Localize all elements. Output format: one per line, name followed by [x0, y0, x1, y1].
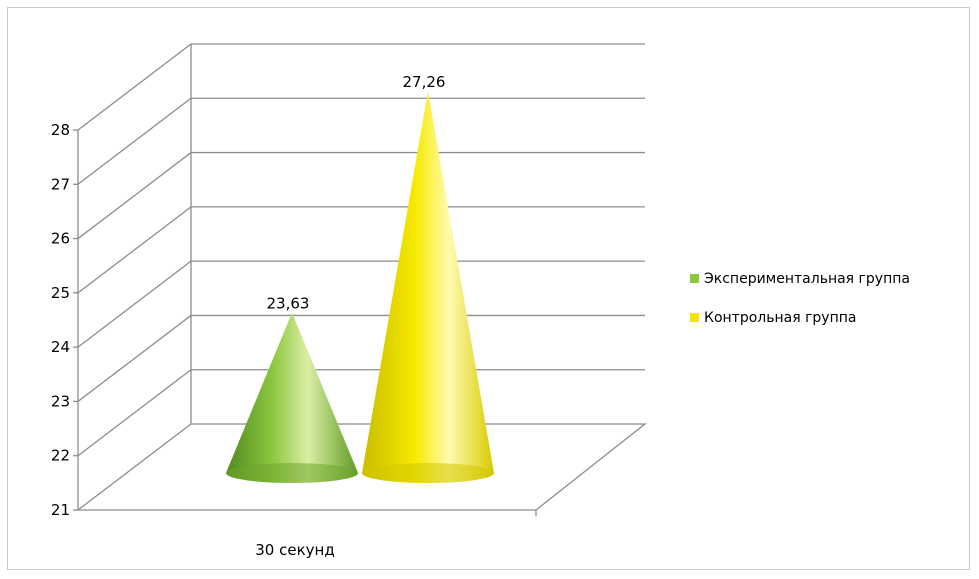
- side-gridline: [77, 97, 192, 185]
- legend-label: Экспериментальная группа: [704, 271, 910, 287]
- chart-cones: [226, 91, 494, 483]
- y-tick-label: 22: [51, 447, 70, 465]
- side-gridline: [77, 260, 192, 348]
- y-tick-label: 28: [51, 121, 70, 139]
- data-label: 23,63: [267, 295, 310, 313]
- y-tick-label: 24: [51, 338, 70, 356]
- legend-swatch: [690, 274, 699, 283]
- legend-label: Контрольная группа: [704, 310, 856, 326]
- y-tick-label: 21: [51, 501, 70, 519]
- y-tick-label: 27: [51, 175, 70, 193]
- side-gridline: [77, 152, 192, 240]
- x-category-label: 30 секунд: [255, 541, 334, 559]
- cone-chart: 21 22 23 24 25 26 27 28 23,63 27,26 30 секунд Эксп…: [51, 43, 910, 559]
- side-gridline: [77, 314, 192, 402]
- side-gridline: [77, 43, 192, 131]
- chart-walls: [73, 43, 647, 516]
- y-tick-label: 25: [51, 284, 70, 302]
- side-gridline: [77, 206, 192, 294]
- legend: Экспериментальная группа Контрольная груп…: [690, 271, 910, 326]
- cone-experimental: [226, 312, 358, 483]
- legend-swatch: [690, 313, 699, 322]
- y-tick-label: 23: [51, 392, 70, 410]
- data-label: 27,26: [403, 73, 446, 91]
- side-gridline: [77, 369, 192, 457]
- cone-control: [362, 91, 494, 483]
- chart-labels: 21 22 23 24 25 26 27 28 23,63 27,26 30 секунд: [51, 73, 446, 559]
- chart-floor: [76, 423, 647, 511]
- cone-base: [362, 463, 494, 483]
- chart-frame: 21 22 23 24 25 26 27 28 23,63 27,26 30 секунд Эксп…: [7, 7, 970, 570]
- y-tick-label: 26: [51, 230, 70, 248]
- cone-base: [226, 463, 358, 483]
